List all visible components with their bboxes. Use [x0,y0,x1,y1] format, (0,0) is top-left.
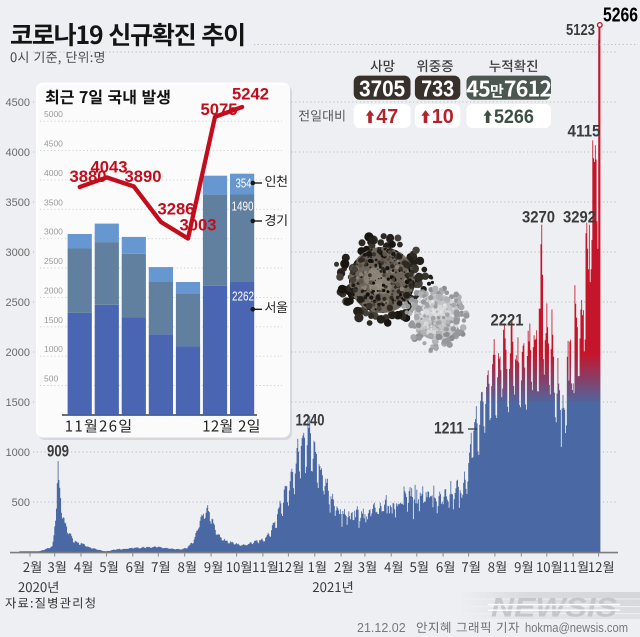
svg-text:47: 47 [376,106,398,128]
svg-text:4000: 4000 [6,147,30,159]
svg-text:909: 909 [47,442,69,461]
svg-text:5075: 5075 [201,101,238,119]
svg-text:3292: 3292 [563,208,596,227]
svg-text:3890: 3890 [125,168,162,186]
svg-text:5123: 5123 [566,22,595,39]
svg-text:1000: 1000 [44,344,63,354]
svg-text:1211: 1211 [434,419,464,438]
svg-text:500: 500 [12,497,30,509]
svg-text:1000: 1000 [6,447,30,459]
svg-text:5266: 5266 [494,107,534,128]
svg-text:1240: 1240 [296,411,325,430]
svg-text:3880: 3880 [70,168,107,186]
svg-text:3500: 3500 [6,197,30,209]
svg-text:2221: 2221 [491,311,524,330]
svg-text:2000: 2000 [44,285,63,295]
svg-text:4043: 4043 [91,159,128,177]
svg-text:2000: 2000 [6,347,30,359]
svg-text:3270: 3270 [522,208,555,227]
svg-text:354: 354 [236,176,252,191]
svg-text:3500: 3500 [44,197,63,207]
svg-text:10: 10 [432,106,454,128]
svg-text:1500: 1500 [6,397,30,409]
svg-text:500: 500 [44,374,58,384]
svg-text:2500: 2500 [44,256,63,266]
svg-text:733: 733 [421,76,454,102]
svg-text:4000: 4000 [44,168,63,178]
svg-text:1490: 1490 [232,199,254,214]
svg-text:2500: 2500 [6,297,30,309]
svg-text:21.12.02: 21.12.02 [357,621,406,635]
svg-text:3000: 3000 [6,247,30,259]
svg-text:hokma@newsis.com: hokma@newsis.com [525,621,628,635]
svg-text:3003: 3003 [180,217,217,235]
svg-text:4115: 4115 [568,122,601,141]
svg-text:5000: 5000 [44,109,63,119]
svg-text:4500: 4500 [44,139,63,149]
svg-text:1500: 1500 [44,315,63,325]
svg-text:NEWSIS: NEWSIS [491,593,617,623]
svg-text:3286: 3286 [158,201,195,219]
svg-text:5266: 5266 [603,4,638,27]
svg-text:4500: 4500 [6,97,30,109]
svg-text:5242: 5242 [232,86,269,104]
svg-text:3000: 3000 [44,227,63,237]
svg-text:3705: 3705 [359,76,405,102]
svg-text:2262: 2262 [232,289,254,304]
